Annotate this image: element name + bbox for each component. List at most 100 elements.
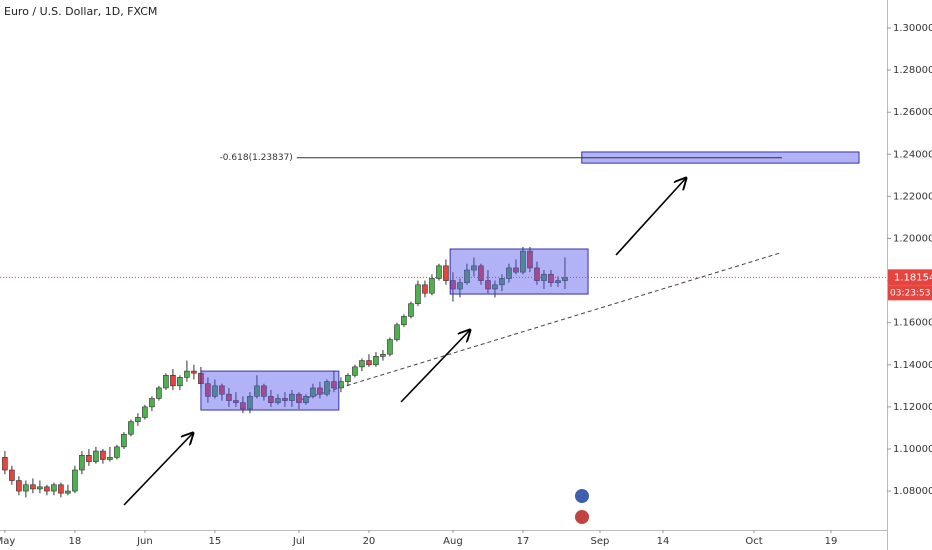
- candle-body: [415, 284, 421, 305]
- candle-body: [233, 400, 239, 403]
- y-tick-label: 1.26000: [893, 107, 932, 118]
- zone-box: [200, 370, 340, 411]
- candle-body: [261, 385, 267, 397]
- x-tick-label: Oct: [745, 536, 762, 547]
- y-tick-label: 1.10000: [893, 444, 932, 455]
- arrow: [400, 330, 470, 403]
- candle-body: [296, 393, 302, 403]
- x-tick-label: 19: [825, 536, 838, 547]
- candle-body: [107, 457, 113, 460]
- candle-body: [51, 484, 57, 492]
- candle-body: [373, 356, 379, 366]
- candle-body: [506, 267, 512, 279]
- y-tick-label: 1.24000: [893, 149, 932, 160]
- candle-body: [2, 457, 8, 471]
- candle-body: [16, 480, 22, 492]
- event-icons: [575, 489, 589, 524]
- chart-title: Euro / U.S. Dollar, 1D, FXCM: [4, 5, 157, 18]
- candle-body: [513, 267, 519, 273]
- candle-body: [240, 402, 246, 410]
- candle-body: [254, 385, 260, 397]
- candle-body: [289, 393, 295, 401]
- candle-body: [205, 383, 211, 397]
- candle-body: [317, 387, 323, 395]
- candle-body: [478, 265, 484, 281]
- arrow: [123, 433, 193, 506]
- candle-body: [464, 269, 470, 283]
- candle-body: [387, 339, 393, 355]
- candle-body: [380, 353, 386, 357]
- candle-body: [408, 303, 414, 317]
- arrow: [615, 178, 686, 256]
- candle-body: [436, 265, 442, 279]
- candle-body: [128, 421, 134, 435]
- candle-body: [499, 278, 505, 286]
- candle-body: [163, 374, 169, 389]
- candle-body: [121, 433, 127, 448]
- x-tick-label: Jun: [136, 536, 153, 547]
- candle-body: [310, 387, 316, 397]
- candle-body: [79, 454, 85, 471]
- x-tick-label: 15: [209, 536, 222, 547]
- candle-body: [23, 484, 29, 492]
- candle-body: [135, 417, 141, 422]
- candle-body: [114, 446, 120, 458]
- candle-body: [100, 450, 106, 460]
- candle-body: [324, 381, 330, 395]
- candle-body: [226, 393, 232, 401]
- candle-body: [422, 284, 428, 294]
- x-tick-label: Jul: [292, 536, 305, 547]
- candle-body: [471, 265, 477, 271]
- candle-body: [520, 250, 526, 273]
- x-tick-label: May: [0, 536, 15, 547]
- candle-body: [555, 280, 561, 283]
- x-tick-label: Sep: [591, 536, 610, 547]
- candle-body: [548, 273, 554, 283]
- candle-body: [485, 280, 491, 290]
- y-tick-label: 1.16000: [893, 318, 932, 329]
- x-tick-label: 14: [657, 536, 670, 547]
- fib-label: -0.618(1.23837): [220, 153, 293, 163]
- x-tick-label: 20: [363, 536, 376, 547]
- candle-body: [268, 396, 274, 403]
- candle-body: [282, 398, 288, 401]
- candle-body: [394, 324, 400, 340]
- y-tick-label: 1.30000: [893, 23, 932, 34]
- x-tick-label: 18: [69, 536, 82, 547]
- candle-body: [492, 284, 498, 290]
- candle-body: [86, 454, 92, 462]
- candle-body: [149, 398, 155, 408]
- candle-body: [359, 360, 365, 368]
- candle-body: [443, 265, 449, 281]
- candle-body: [170, 374, 176, 387]
- candle-body: [457, 282, 463, 290]
- x-tick-label: Aug: [443, 536, 463, 547]
- candle-body: [345, 374, 351, 382]
- candle-body: [184, 370, 190, 378]
- candle-body: [275, 398, 281, 403]
- candle-body: [247, 396, 253, 410]
- candle-body: [44, 486, 50, 492]
- y-tick-label: 1.22000: [893, 191, 932, 202]
- candle-body: [219, 385, 225, 395]
- candle-body: [93, 450, 99, 462]
- candle-body: [191, 370, 197, 374]
- candle-body: [177, 377, 183, 387]
- candle-body: [366, 360, 372, 366]
- candle-body: [58, 484, 64, 494]
- candle-body: [352, 366, 358, 376]
- y-tick-label: 1.08000: [893, 486, 932, 497]
- candle-body: [527, 250, 533, 269]
- candle-body: [401, 316, 407, 326]
- y-tick-label: 1.20000: [893, 233, 932, 244]
- candle-body: [30, 484, 36, 490]
- y-tick-label: 1.14000: [893, 360, 932, 371]
- zone-box: [449, 248, 589, 295]
- candle-body: [9, 469, 15, 481]
- candle-body: [72, 469, 78, 492]
- price-tag: [888, 269, 932, 286]
- y-tick-label: 1.12000: [893, 402, 932, 413]
- countdown-label: 03:23:53: [890, 288, 930, 298]
